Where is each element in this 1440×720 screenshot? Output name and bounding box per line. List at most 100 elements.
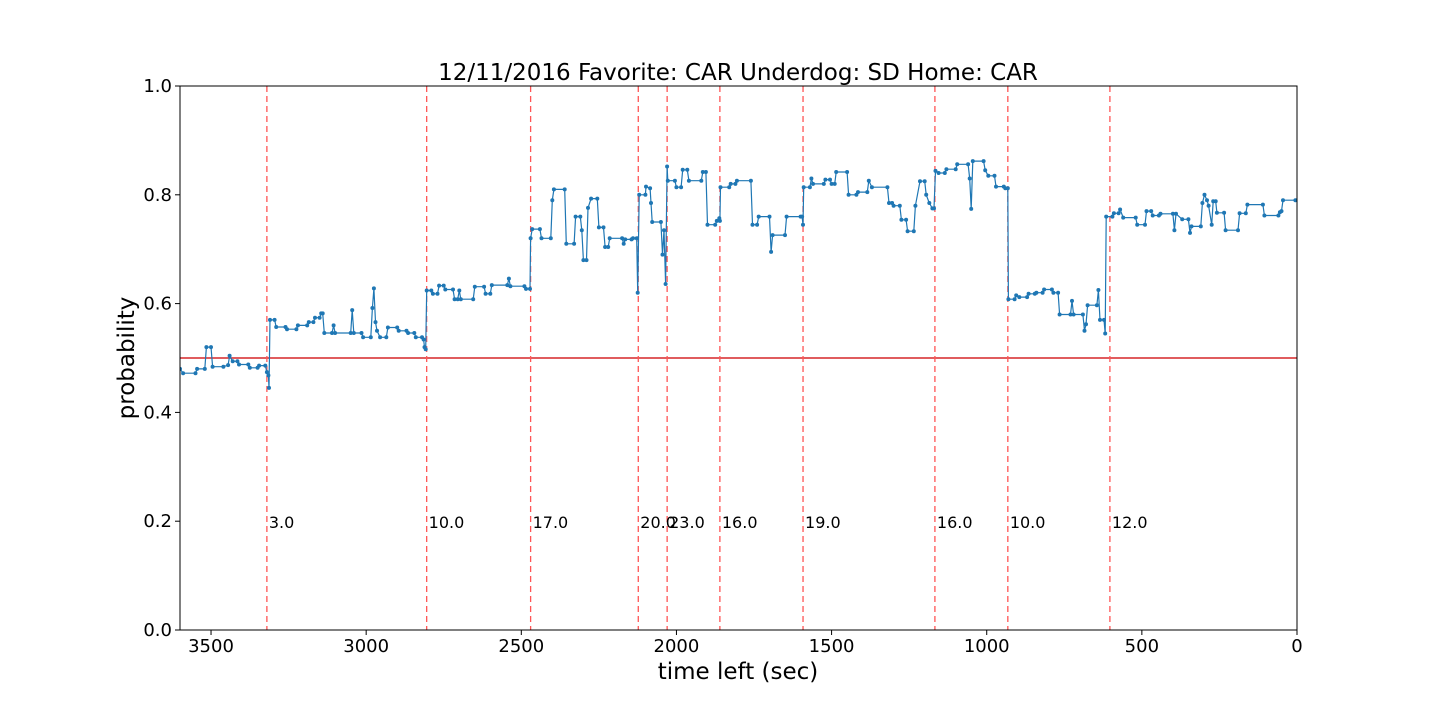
data-point [371,286,376,291]
data-point [846,192,851,197]
data-point [1186,217,1191,222]
data-point [660,252,665,257]
data-point [322,331,327,335]
data-point [350,308,355,313]
data-point [266,373,271,378]
data-point [1025,295,1030,300]
data-point [1150,213,1155,218]
data-point [348,331,353,335]
data-point [648,186,653,191]
data-point [801,222,805,227]
data-point [508,284,513,289]
data-point [317,315,322,320]
data-point [662,228,666,233]
data-point [834,170,839,174]
y-tick-label: 0.6 [143,294,172,315]
data-point [528,286,532,291]
data-point [573,214,578,219]
data-point [714,218,719,223]
data-point [524,286,528,291]
x-tick-label: 1000 [964,636,1010,657]
data-point [263,363,268,368]
score-label-6: 19.0 [805,513,841,532]
data-point [1102,317,1106,322]
data-point [1262,213,1267,218]
data-point [767,214,772,219]
data-point [1222,210,1227,215]
data-point [637,192,642,197]
series-line [180,160,1296,389]
data-point [932,206,936,211]
data-point [320,311,325,316]
data-point [748,178,753,183]
data-point [210,364,215,369]
data-point [936,171,941,175]
data-point [384,335,389,340]
data-point [370,306,375,310]
data-point [589,196,594,201]
data-point [832,181,837,186]
data-point [649,201,653,205]
data-point [700,170,705,174]
data-point [885,185,890,190]
data-point [699,178,704,183]
data-point [267,385,271,390]
data-point [1279,209,1284,214]
data-point [458,297,463,302]
data-point [1121,215,1126,220]
data-point [911,229,916,234]
data-point [483,291,488,296]
data-point [607,236,612,241]
data-point [922,179,927,184]
data-point [665,178,670,183]
data-point [506,276,511,281]
data-point [528,236,533,241]
data-point [505,283,510,288]
data-point [1198,224,1203,229]
x-tick-label: 2500 [498,636,544,657]
data-point [650,220,655,224]
data-point [1214,210,1219,215]
data-point [581,258,586,263]
data-point [643,192,648,197]
data-point [887,201,891,205]
data-point [966,162,971,167]
x-tick-label: 3000 [343,636,389,657]
data-point [482,284,487,289]
data-point [1040,290,1045,295]
data-point [1096,288,1101,292]
data-point [994,184,998,189]
data-point [1144,209,1149,214]
score-label-7: 16.0 [937,513,973,532]
data-point [413,335,418,340]
data-point [856,190,860,195]
data-point [845,170,850,174]
data-point [181,371,186,376]
data-point [1189,224,1194,229]
data-point [665,164,670,169]
data-point [226,363,231,368]
data-point [455,297,460,302]
data-point [734,178,739,183]
data-point [204,345,209,350]
data-point [809,176,814,181]
data-point [1260,202,1265,207]
data-point [430,291,435,296]
data-point [441,283,446,288]
data-point [596,225,601,230]
x-tick-label: 500 [1125,636,1159,657]
data-point [295,323,300,328]
data-point [644,184,648,189]
data-point [1103,331,1108,336]
data-point [378,335,383,340]
data-point [905,229,910,234]
data-point [361,335,366,340]
x-axis-label: time left (sec) [658,659,819,685]
data-point [268,317,272,322]
data-point [537,227,542,232]
data-point [395,325,400,330]
data-point [237,362,241,367]
data-point [530,227,535,232]
data-point [899,217,904,222]
data-point [539,236,544,241]
